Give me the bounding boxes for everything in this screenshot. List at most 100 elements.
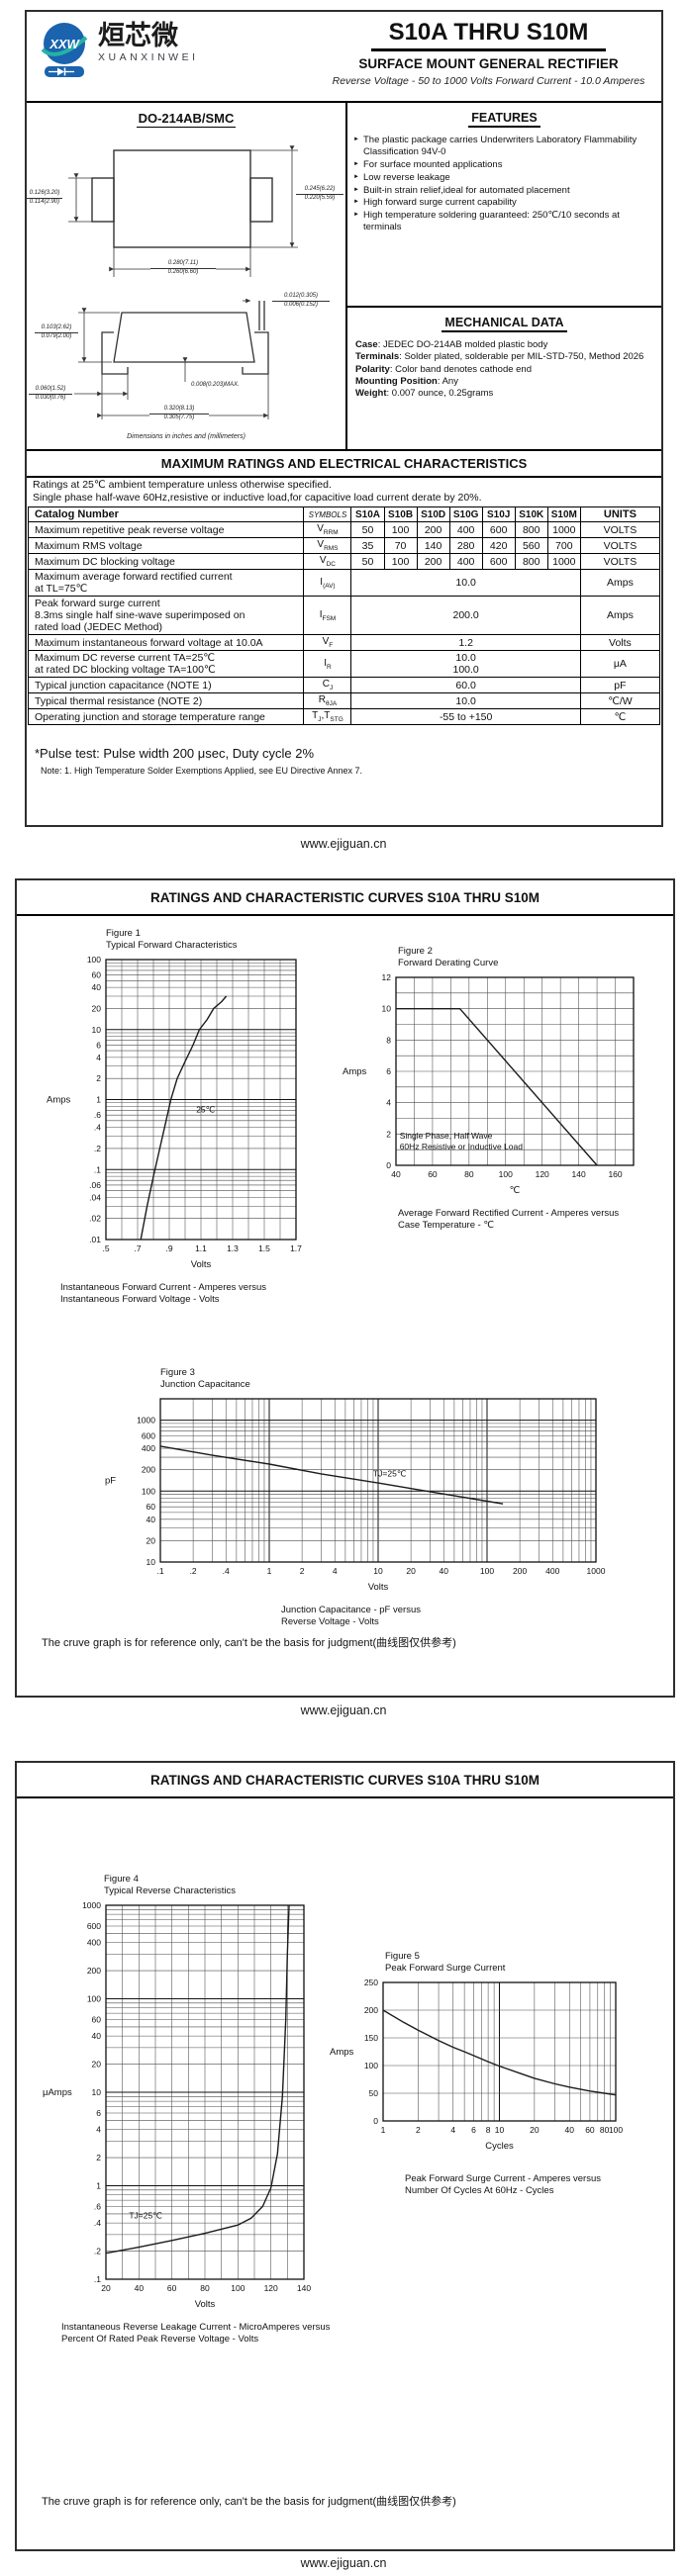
features-list: ► The plastic package carries Underwriter… xyxy=(353,135,659,233)
svg-text:100: 100 xyxy=(480,1566,494,1576)
ratings-band-title: MAXIMUM RATINGS AND ELECTRICAL CHARACTER… xyxy=(27,449,661,478)
value-cell: 35 xyxy=(350,537,385,554)
figure-2-caption: Average Forward Rectified Current - Ampe… xyxy=(398,1207,620,1232)
brand-latin-name: XUANXINWEI xyxy=(98,51,199,64)
figure-5-chart: 1 2 4 6 8 10 20 40 60 80 100050100150200250CyclesA… xyxy=(330,1978,623,2152)
bullet-icon: ► xyxy=(353,137,359,142)
figure-3-title: Junction Capacitance xyxy=(160,1378,250,1390)
units-cell: ℃ xyxy=(579,708,661,725)
svg-text:4: 4 xyxy=(450,2125,455,2135)
svg-text:100: 100 xyxy=(499,1169,513,1179)
svg-text:1: 1 xyxy=(381,2125,386,2135)
svg-text:1.3: 1.3 xyxy=(227,1243,239,1253)
svg-text:2: 2 xyxy=(386,1129,391,1139)
svg-text:.6: .6 xyxy=(94,1110,101,1120)
svg-text:60: 60 xyxy=(585,2125,595,2135)
feature-text: Low reverse leakage xyxy=(363,171,450,183)
svg-text:0: 0 xyxy=(373,2116,378,2126)
value-cell: 400 xyxy=(448,521,483,538)
page-2: RATINGS AND CHARACTERISTIC CURVES S10A T… xyxy=(15,878,675,1698)
svg-text:6: 6 xyxy=(96,2108,101,2118)
svg-text:.06: .06 xyxy=(89,1180,101,1190)
mechanical-data-section: MECHANICAL DATA Case: JEDEC DO-214AB mol… xyxy=(347,308,661,401)
svg-text:25℃: 25℃ xyxy=(196,1104,215,1114)
parameter-cell: Maximum repetitive peak reverse voltage xyxy=(27,521,305,538)
svg-text:40: 40 xyxy=(92,2031,102,2041)
svg-text:.02: .02 xyxy=(89,1213,101,1223)
svg-text:60: 60 xyxy=(147,1502,156,1512)
dim-total-width: 0.320(8.13) 0.305(7.75) xyxy=(149,406,209,421)
ratings-tagline: Reverse Voltage - 50 to 1000 Volts Forwa… xyxy=(332,75,645,88)
mech-line: Terminals: Solder plated, solderable per… xyxy=(355,351,644,363)
svg-text:10: 10 xyxy=(373,1566,383,1576)
page-2-disclaimer: The cruve graph is for reference only, c… xyxy=(42,1637,456,1649)
svg-text:100: 100 xyxy=(87,1993,101,2003)
svg-text:.4: .4 xyxy=(94,2218,101,2228)
value-cell: 400 xyxy=(448,553,483,570)
figure-2-title: Forward Derating Curve xyxy=(398,957,499,968)
feature-text: High forward surge current capability xyxy=(363,197,517,209)
svg-text:20: 20 xyxy=(92,1003,102,1013)
svg-text:Volts: Volts xyxy=(195,2299,216,2310)
figure-1-block: Figure 1 Typical Forward Characteristics… xyxy=(45,928,308,1306)
bullet-icon: ► xyxy=(353,160,359,167)
mech-line: Case: JEDEC DO-214AB molded plastic body xyxy=(355,339,548,350)
parameter-cell: Maximum DC blocking voltage xyxy=(27,553,305,570)
feature-item: ► The plastic package carries Underwriter… xyxy=(353,135,659,158)
svg-text:6: 6 xyxy=(96,1040,101,1050)
svg-text:60: 60 xyxy=(428,1169,438,1179)
units-cell: VOLTS xyxy=(579,537,661,554)
value-span-cell: 10.0 xyxy=(350,569,581,597)
svg-text:.4: .4 xyxy=(94,1122,101,1132)
svg-text:60: 60 xyxy=(167,2283,177,2293)
svg-text:.9: .9 xyxy=(165,1243,172,1253)
mech-line: Polarity: Color band denotes cathode end xyxy=(355,363,532,375)
units-cell: μA xyxy=(579,650,661,678)
table-header-cell: Catalog Number xyxy=(27,506,305,522)
eu-directive-note: Note: 1. High Temperature Solder Exempti… xyxy=(41,766,363,776)
table-row: Maximum average forward rectified curren… xyxy=(27,569,661,597)
units-cell: Amps xyxy=(579,596,661,635)
svg-text:Volts: Volts xyxy=(368,1582,389,1593)
symbol-cell: IR xyxy=(303,650,352,678)
svg-text:40: 40 xyxy=(391,1169,401,1179)
dim-tab-height: 0.126(3.20) 0.114(2.90) xyxy=(27,190,62,206)
ratings-table-wrap: Catalog Number SYMBOLS S10A S10B S10D S10G S10… xyxy=(27,506,661,725)
svg-text:.1: .1 xyxy=(94,2274,101,2284)
svg-text:2: 2 xyxy=(96,1073,101,1083)
symbol-cell: TJ,TSTG xyxy=(303,708,352,725)
dimensions-note: Dimensions in inches and (millimeters) xyxy=(127,433,245,440)
figure-2-label: Figure 2 xyxy=(398,946,433,957)
mech-list: Case: JEDEC DO-214AB molded plastic body… xyxy=(347,339,661,401)
svg-text:80: 80 xyxy=(200,2283,210,2293)
svg-text:100: 100 xyxy=(231,2283,245,2293)
units-cell: Amps xyxy=(579,569,661,597)
svg-text:℃: ℃ xyxy=(510,1185,521,1196)
symbol-cell: VDC xyxy=(303,553,352,570)
symbol-cell: CJ xyxy=(303,677,352,693)
svg-text:160: 160 xyxy=(608,1169,622,1179)
brand-logo: XXW 烜芯微 XUANXINWEI xyxy=(39,20,199,81)
svg-text:140: 140 xyxy=(297,2283,311,2293)
svg-text:400: 400 xyxy=(142,1443,155,1453)
page-1: XXW 烜芯微 XUANXINWEI S10A THRU S10M SURFAC… xyxy=(25,10,663,827)
feature-text: High temperature soldering guaranteed: 2… xyxy=(363,210,620,233)
svg-text:.01: .01 xyxy=(89,1235,101,1244)
svg-text:TJ=25℃: TJ=25℃ xyxy=(373,1468,407,1478)
value-span-cell: -55 to +150 xyxy=(350,708,581,725)
units-cell: ℃/W xyxy=(579,692,661,709)
mech-line: Weight: 0.007 ounce, 0.25grams xyxy=(355,388,494,400)
svg-text:Volts: Volts xyxy=(191,1259,212,1270)
figure-4-caption: Instantaneous Reverse Leakage Current - … xyxy=(61,2321,331,2346)
parameter-cell: Maximum DC reverse current TA=25℃ at rate… xyxy=(27,650,305,678)
svg-text:200: 200 xyxy=(87,1966,101,1976)
svg-text:1: 1 xyxy=(267,1566,272,1576)
svg-text:4: 4 xyxy=(96,2124,101,2134)
table-row: Maximum DC blocking voltage VDC 50 100 200 40… xyxy=(27,553,661,570)
table-header-cell: SYMBOLS xyxy=(303,506,352,522)
svg-text:Single Phase, Half Wave: Single Phase, Half Wave xyxy=(400,1131,493,1141)
parameter-cell: Maximum instantaneous forward voltage at… xyxy=(27,634,305,651)
value-cell: 280 xyxy=(448,537,483,554)
ratings-notes: Ratings at 25℃ ambient temperature unles… xyxy=(33,479,657,505)
brand-text: 烜芯微 XUANXINWEI xyxy=(98,20,199,63)
